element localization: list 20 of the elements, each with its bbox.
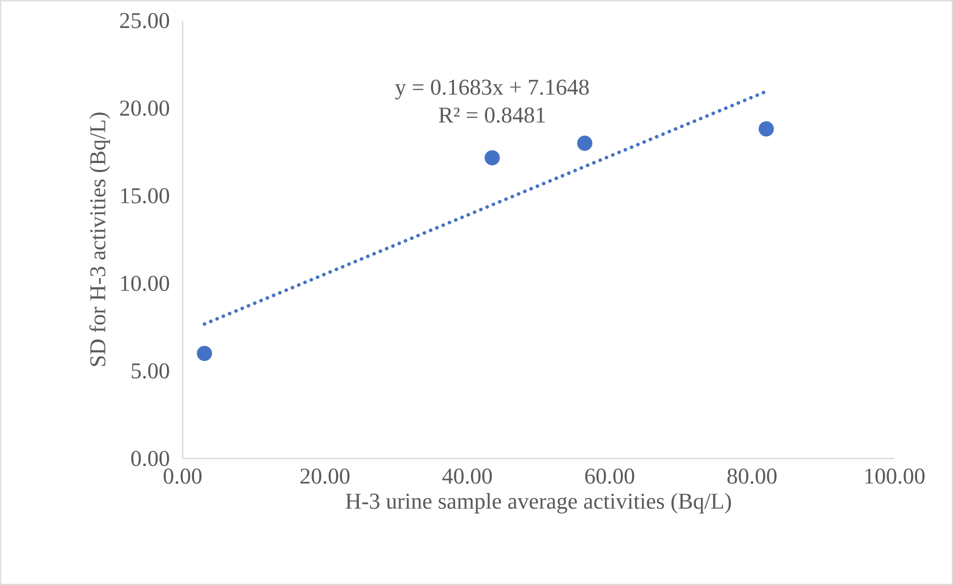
point <box>196 346 212 361</box>
y-tick-label: 20.00 <box>120 100 170 116</box>
x-tick-label: 0.00 <box>164 468 202 484</box>
point <box>758 121 774 136</box>
x-axis-title: H-3 urine sample average activities (Bq/L) <box>346 492 731 514</box>
x-tick-label: 80.00 <box>727 468 777 484</box>
y-tick-label: 0.00 <box>131 450 170 466</box>
y-tick-label: 10.00 <box>121 276 170 291</box>
y-tick-label: 15.00 <box>121 188 170 204</box>
point <box>484 150 500 166</box>
x-tick-label: 20.00 <box>300 468 350 484</box>
point <box>577 136 592 151</box>
y-tick-label: 5.00 <box>132 363 170 379</box>
x-tick-label: 60.00 <box>585 468 634 484</box>
annotation: y = 0.1683x + 7.1648 <box>395 80 589 100</box>
y-tick-label: 25.00 <box>120 12 170 28</box>
x-tick-label: 40.00 <box>442 468 492 484</box>
x-tick-label: 100.00 <box>865 468 925 484</box>
y-axis-title: SD for H-3 activities (Bq/L) <box>89 112 110 366</box>
annotation: R² = 0.8481 <box>438 107 545 123</box>
